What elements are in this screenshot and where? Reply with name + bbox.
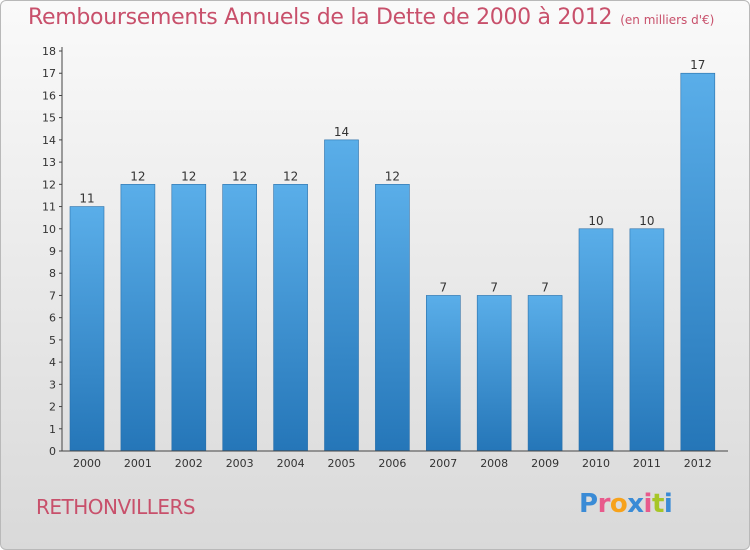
y-tick-label-7: 7 xyxy=(49,289,56,302)
logo-letter: r xyxy=(597,489,611,519)
x-tick-label-2005: 2005 xyxy=(328,457,356,470)
logo-letter: o xyxy=(609,489,628,519)
bar-2009 xyxy=(527,295,563,452)
x-tick-label-2003: 2003 xyxy=(226,457,254,470)
bars-group: 11 12 12 12 12 14 12 7 7 7 10 10 17 xyxy=(69,58,716,452)
axes-group xyxy=(59,47,728,452)
y-tick-label-13: 13 xyxy=(42,156,56,169)
data-label-2003: 12 xyxy=(232,169,247,183)
data-label-2010: 10 xyxy=(588,214,603,228)
data-label-2011: 10 xyxy=(639,214,654,228)
y-tick-label-10: 10 xyxy=(42,223,56,236)
y-tick-label-14: 14 xyxy=(42,134,56,147)
y-tick-label-17: 17 xyxy=(42,67,56,80)
bar-2001 xyxy=(120,184,156,452)
bar-2000 xyxy=(69,206,105,452)
data-label-2001: 12 xyxy=(130,169,145,183)
bar-2011 xyxy=(629,228,665,452)
y-tick-label-15: 15 xyxy=(42,112,56,125)
y-tick-label-6: 6 xyxy=(49,312,56,325)
logo-letter: i xyxy=(643,489,653,519)
x-tick-label-2000: 2000 xyxy=(73,457,101,470)
logo-letter: P xyxy=(579,489,598,519)
data-label-2006: 12 xyxy=(385,169,400,183)
logo-letter: x xyxy=(627,489,644,519)
data-label-2007: 7 xyxy=(439,280,447,294)
logo-letter: t xyxy=(651,489,664,519)
data-label-2012: 17 xyxy=(690,58,705,72)
y-tick-label-16: 16 xyxy=(42,89,56,102)
chart-title: Remboursements Annuels de la Dette de 20… xyxy=(28,5,613,30)
x-tick-label-2006: 2006 xyxy=(378,457,406,470)
bar-2005 xyxy=(324,139,359,452)
data-label-2000: 11 xyxy=(79,192,94,206)
y-tick-label-3: 3 xyxy=(49,378,56,391)
commune-name: RETHONVILLERS xyxy=(36,495,196,519)
data-label-2008: 7 xyxy=(490,280,498,294)
y-tick-label-4: 4 xyxy=(49,356,56,369)
data-label-2004: 12 xyxy=(283,169,298,183)
y-tick-label-18: 18 xyxy=(42,45,56,58)
data-label-2009: 7 xyxy=(541,280,549,294)
bar-2012 xyxy=(680,72,716,452)
data-label-2002: 12 xyxy=(181,169,196,183)
proxiti-logo: Proxiti xyxy=(579,489,673,519)
x-tick-labels: 2000 2001 2002 2003 2004 2005 2006 2007 2008 2009… xyxy=(73,457,712,470)
x-tick-label-2010: 2010 xyxy=(582,457,610,470)
data-label-2005: 14 xyxy=(334,125,349,139)
x-tick-label-2002: 2002 xyxy=(175,457,203,470)
y-tick-label-2: 2 xyxy=(49,401,56,414)
y-tick-label-0: 0 xyxy=(49,445,56,458)
y-tick-label-5: 5 xyxy=(49,334,56,347)
x-tick-label-2009: 2009 xyxy=(531,457,559,470)
x-tick-label-2011: 2011 xyxy=(633,457,661,470)
x-tick-label-2008: 2008 xyxy=(480,457,508,470)
bar-2008 xyxy=(476,295,512,452)
y-tick-label-8: 8 xyxy=(49,267,56,280)
y-tick-label-12: 12 xyxy=(42,178,56,191)
x-tick-label-2004: 2004 xyxy=(277,457,305,470)
bar-2003 xyxy=(222,184,257,452)
bar-2006 xyxy=(375,184,410,452)
y-tick-label-1: 1 xyxy=(49,423,56,436)
x-tick-label-2012: 2012 xyxy=(684,457,712,470)
x-tick-label-2001: 2001 xyxy=(124,457,152,470)
bar-2007 xyxy=(425,295,461,452)
y-tick-label-11: 11 xyxy=(42,201,56,214)
x-tick-label-2007: 2007 xyxy=(429,457,457,470)
y-tick-label-9: 9 xyxy=(49,245,56,258)
bar-2010 xyxy=(578,228,614,452)
bar-2004 xyxy=(273,184,308,452)
bar-2002 xyxy=(171,184,207,452)
chart-subtitle: (en milliers d'€) xyxy=(620,13,715,27)
logo-letter: i xyxy=(663,489,673,519)
chart-title-block: Remboursements Annuels de la Dette de 20… xyxy=(28,5,714,30)
